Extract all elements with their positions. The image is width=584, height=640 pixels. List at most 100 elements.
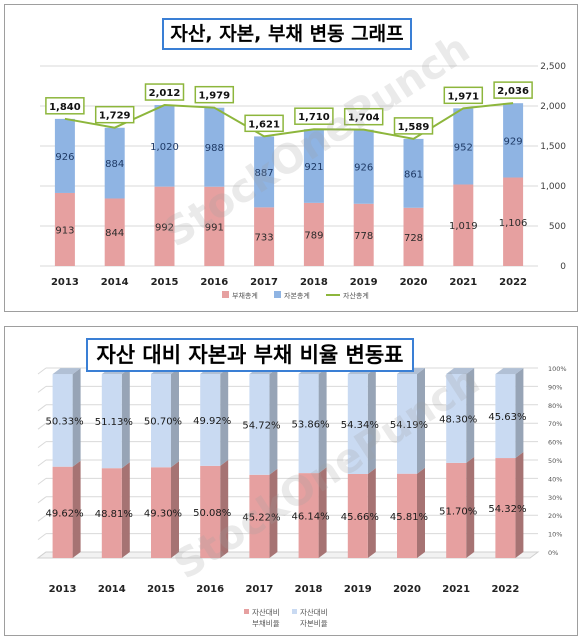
bar-debt-side: [220, 459, 229, 558]
data-label-equity: 884: [105, 159, 124, 170]
bottom-chart-svg: 0% 10% 20% 30% 40% 50% 60% 70% 80% 90% 100% 49.62% 5…: [36, 365, 567, 628]
data-label-equity-ratio: 49.92%: [193, 416, 231, 427]
bar-debt: [101, 468, 122, 558]
top-chart-title: 자산, 자본, 부채 변동 그래프: [162, 18, 412, 50]
data-label-debt: 1,106: [499, 218, 528, 229]
data-label-equity: 926: [354, 163, 373, 174]
bar-equity: [303, 129, 324, 203]
legend-swatch: [244, 609, 249, 614]
data-label-equity-ratio: 54.19%: [390, 420, 428, 431]
bar-equity: [495, 374, 516, 459]
legend-swatch: [292, 609, 297, 614]
bar-equity-top: [446, 368, 475, 374]
x-tick-label: 2022: [499, 277, 527, 288]
data-label-debt-ratio: 45.66%: [341, 512, 379, 523]
data-label-debt: 992: [155, 222, 174, 233]
data-label-box-assets: [244, 114, 284, 133]
bar-debt: [403, 207, 424, 266]
bar-equity: [453, 108, 474, 185]
x-tick-label: 2016: [200, 277, 228, 288]
bar-equity-side: [220, 368, 229, 466]
x-tick-label: 2014: [98, 584, 126, 595]
bar-equity-side: [515, 368, 524, 459]
bar-debt: [104, 198, 125, 266]
x-tick-label: 2019: [350, 277, 378, 288]
line-total-assets: [64, 102, 514, 140]
gridline-side: [37, 441, 47, 448]
y-tick-label: 80%: [548, 402, 562, 410]
x-tick-label: 2014: [101, 277, 129, 288]
gridline-side: [37, 496, 47, 504]
y-tick-label: 90%: [548, 383, 562, 391]
x-tick-label: 2013: [51, 277, 79, 288]
bar-equity: [101, 374, 122, 469]
y-tick-label: 0: [560, 262, 566, 272]
gridline-side: [37, 367, 47, 375]
gridline-side: [37, 386, 47, 393]
y-tick-label: 70%: [548, 420, 562, 428]
bar-equity-side: [121, 368, 130, 469]
x-tick-label: 2021: [442, 584, 470, 595]
data-label-debt-ratio: 50.08%: [193, 508, 231, 519]
data-label-equity: 952: [454, 142, 473, 153]
bar-debt-side: [367, 467, 376, 558]
bar-equity: [503, 103, 524, 178]
bar-equity: [204, 107, 225, 187]
data-label-box-assets: [194, 85, 235, 104]
top-chart-panel: [4, 4, 578, 312]
y-tick-label: 2,000: [540, 102, 566, 112]
data-label-assets: 2,036: [497, 86, 529, 97]
data-label-assets: 1,971: [447, 91, 479, 102]
bar-equity: [104, 127, 125, 199]
data-label-debt: 789: [304, 230, 323, 241]
bar-debt: [495, 458, 516, 558]
data-label-debt: 991: [205, 222, 224, 233]
bar-equity: [347, 374, 368, 474]
bar-equity: [298, 374, 319, 474]
data-label-box-assets: [493, 81, 533, 99]
bar-debt: [204, 186, 225, 266]
data-label-assets: 1,840: [49, 102, 81, 113]
x-tick-label: 2021: [449, 277, 477, 288]
bar-debt-side: [121, 462, 130, 558]
bar-debt-side: [171, 461, 179, 558]
data-label-box-assets: [443, 86, 484, 105]
legend-label-line2: 자본비율: [300, 619, 328, 628]
bar-equity: [446, 374, 467, 463]
legend-label: 자본총계: [284, 291, 310, 300]
data-label-debt-ratio: 45.22%: [242, 512, 280, 523]
y-tick-label: 50%: [548, 457, 562, 465]
bar-debt-side: [417, 467, 425, 558]
legend-label-line2: 부채비율: [252, 618, 280, 628]
data-label-debt: 728: [404, 233, 423, 244]
bar-equity-side: [417, 368, 425, 474]
bar-debt: [200, 465, 221, 558]
data-label-debt-ratio: 51.70%: [439, 506, 477, 517]
data-label-equity-ratio: 54.72%: [242, 420, 280, 431]
bar-debt: [453, 184, 474, 266]
bar-equity: [249, 374, 270, 475]
legend-label: 부채총계: [232, 291, 258, 300]
bar-debt-side: [515, 452, 524, 558]
y-tick-label: 500: [549, 222, 566, 232]
data-label-equity: 1,020: [150, 142, 179, 153]
data-label-debt-ratio: 48.81%: [95, 509, 133, 520]
data-label-assets: 1,979: [198, 91, 230, 102]
legend-swatch: [274, 291, 281, 298]
gridline-side: [37, 404, 47, 412]
y-tick-label: 30%: [548, 494, 562, 502]
bar-equity-side: [318, 368, 327, 474]
bar-debt: [154, 186, 175, 266]
data-label-equity: 926: [55, 152, 74, 163]
bar-debt: [303, 202, 324, 266]
bar-equity: [52, 374, 73, 467]
data-label-assets: 1,729: [99, 111, 131, 122]
data-label-equity: 988: [205, 143, 224, 154]
bar-debt: [446, 462, 467, 558]
bar-equity: [254, 136, 275, 208]
top-chart-svg: 0 500 1,000 1,500 2,000 2,500 913 926 2013 844 884…: [40, 62, 566, 300]
data-label-box-assets: [393, 117, 434, 135]
x-tick-label: 2017: [250, 277, 278, 288]
data-label-equity-ratio: 48.30%: [439, 414, 477, 425]
x-tick-label: 2018: [300, 277, 328, 288]
